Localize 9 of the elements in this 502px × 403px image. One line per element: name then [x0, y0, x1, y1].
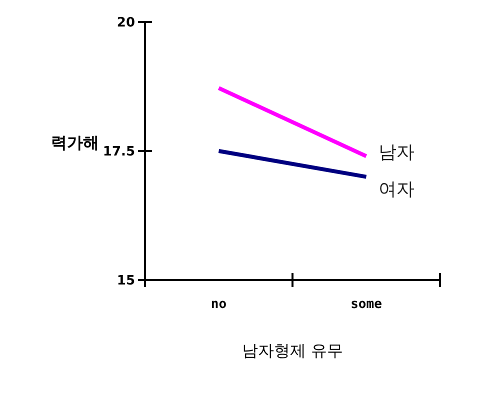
x-tick-label: some	[350, 297, 382, 312]
y-tick-label: 15	[116, 274, 135, 289]
y-tick-label: 20	[116, 16, 135, 31]
x-axis-title: 남자형제 유무	[242, 341, 344, 360]
series-label: 남자	[378, 142, 414, 164]
x-tick-label: no	[210, 297, 227, 312]
y-axis-title: 력가해	[51, 133, 99, 152]
series-label: 여자	[378, 178, 414, 200]
y-tick-label: 17.5	[102, 144, 135, 160]
